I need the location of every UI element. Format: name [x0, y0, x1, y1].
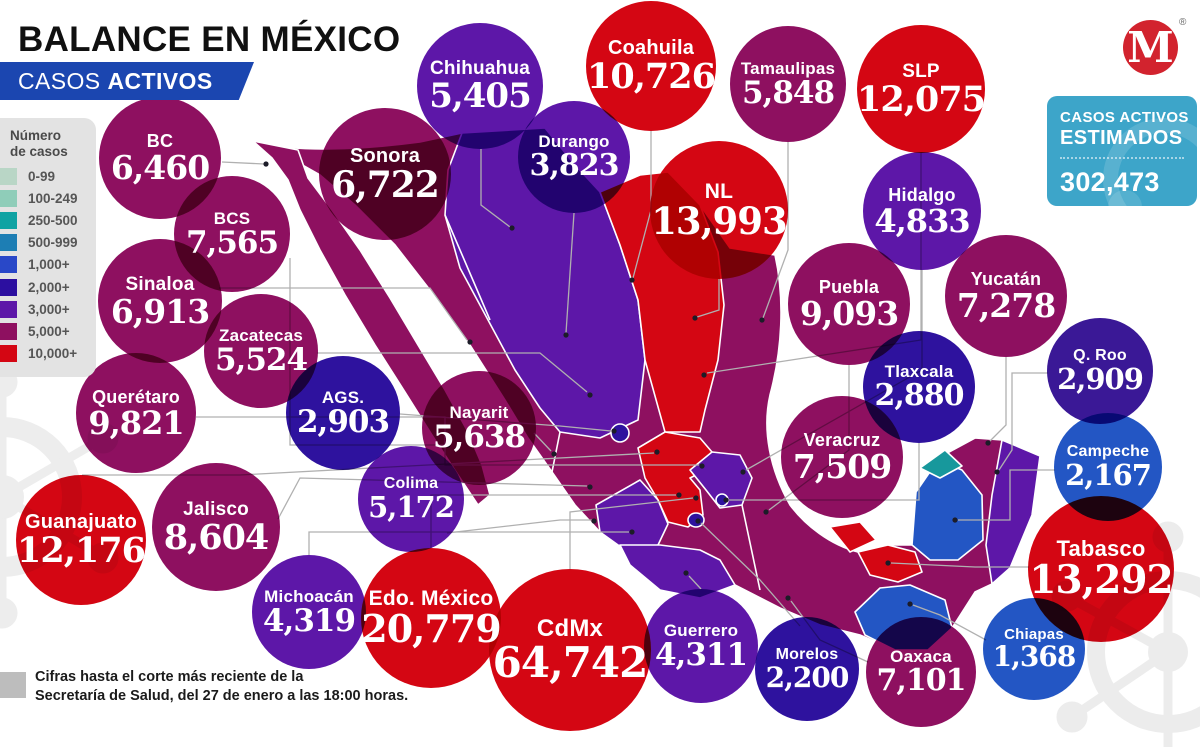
legend-label: 1,000+ [28, 257, 70, 273]
map-region-guerrero [619, 544, 736, 599]
milenio-logo: M [1123, 20, 1178, 75]
estimated-label-1: CASOS ACTIVOS [1060, 109, 1189, 126]
legend-swatch [0, 212, 17, 229]
legend-title: Número de casos [10, 128, 68, 159]
state-bubble [16, 475, 146, 605]
state-bubble [857, 25, 985, 153]
map-region-campeche [911, 459, 984, 561]
state-bubble [781, 396, 903, 518]
state-bubble [755, 617, 859, 721]
legend-label: 500-999 [28, 235, 78, 251]
state-bubble [945, 235, 1067, 357]
estimated-label-2: ESTIMADOS [1060, 127, 1183, 149]
legend-label: 100-249 [28, 190, 78, 206]
legend-label: 3,000+ [28, 301, 70, 317]
legend-swatch [0, 167, 17, 185]
legend-row: 250-500 [0, 209, 96, 231]
legend-label: 5,000+ [28, 323, 70, 339]
map-region-qro-hgo [689, 451, 753, 509]
legend-swatch [0, 278, 17, 296]
legend-label: 0-99 [28, 168, 56, 184]
footnote-swatch [0, 672, 26, 698]
state-bubble [730, 26, 846, 142]
state-bubble [489, 569, 651, 731]
legend-row: 3,000+ [0, 298, 96, 320]
dotted-divider [1060, 157, 1184, 159]
map-region-south-red [829, 521, 877, 553]
legend-swatch [0, 345, 17, 363]
estimated-value: 302,473 [1060, 167, 1160, 197]
legend-swatch [0, 189, 17, 207]
state-bubble [650, 141, 788, 279]
state-bubble [863, 152, 981, 270]
state-bubble [319, 108, 451, 240]
legend-row: 500-999 [0, 232, 96, 254]
footnote: Cifras hasta el corte más reciente de la… [0, 668, 408, 706]
state-bubble [1047, 318, 1153, 424]
state-bubble [152, 463, 280, 591]
state-bubble [417, 23, 543, 149]
state-bubble [98, 239, 222, 363]
legend-label: 10,000+ [28, 346, 78, 362]
state-bubble [361, 548, 501, 688]
map-region-qroo [985, 439, 1041, 585]
footnote-text: Cifras hasta el corte más reciente de la… [35, 669, 409, 704]
map-region-teal [919, 449, 963, 479]
legend: Número de casos 0-99 100-249 250-500 500-99… [0, 118, 96, 377]
state-bubble [518, 101, 630, 213]
legend-row: 100-249 [0, 187, 96, 209]
map-region-ags [610, 423, 630, 443]
state-bubble [76, 353, 196, 473]
logo-letter: M [1127, 23, 1174, 72]
legend-label: 250-500 [28, 213, 78, 228]
state-bubble [358, 446, 464, 552]
legend-swatch [0, 322, 17, 340]
legend-row: 2,000+ [0, 276, 96, 298]
state-bubble [866, 617, 976, 727]
legend-row: 1,000+ [0, 254, 96, 276]
state-bubble [644, 589, 758, 703]
legend-swatch [0, 300, 17, 318]
state-bubble [252, 555, 366, 669]
state-bubble [586, 1, 716, 131]
registered-mark: ® [1179, 17, 1187, 28]
legend-row: 5,000+ [0, 320, 96, 342]
legend-row: 10,000+ [0, 343, 96, 365]
page-title: BALANCE EN MÉXICO [18, 20, 401, 59]
state-bubble [983, 598, 1085, 700]
legend-swatch [0, 234, 17, 252]
state-bubble [286, 356, 400, 470]
legend-label: 2,000+ [28, 279, 70, 295]
estimated-cases-box: CASOS ACTIVOS ESTIMADOS 302,473 [1047, 96, 1197, 206]
subtitle-banner: CASOS ACTIVOS [0, 62, 254, 100]
legend-swatch [0, 256, 17, 274]
legend-row: 0-99 [0, 165, 96, 187]
